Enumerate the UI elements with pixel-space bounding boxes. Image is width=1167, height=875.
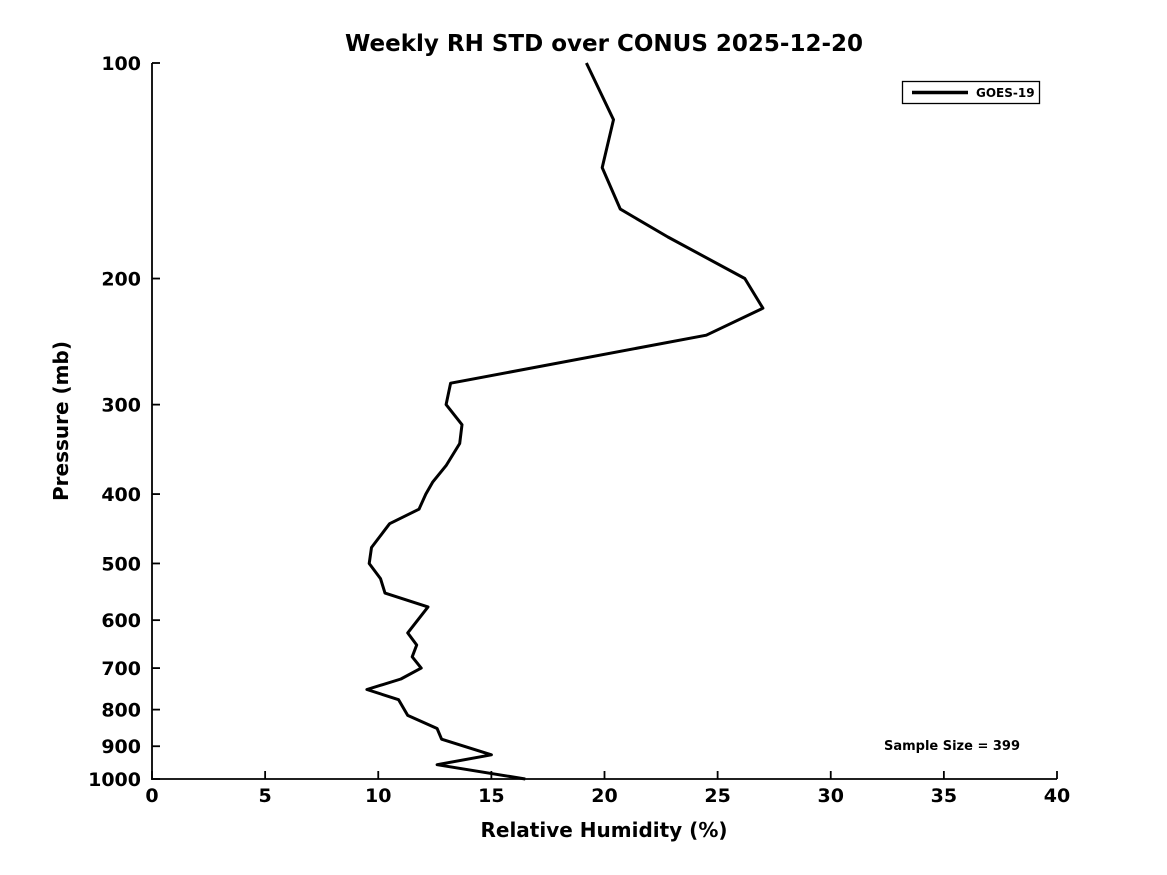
legend-entry-goes19: GOES-19 (976, 86, 1035, 100)
x-tick-label: 20 (591, 785, 617, 807)
y-tick-label: 900 (101, 736, 141, 758)
x-tick-label: 35 (931, 785, 957, 807)
x-tick-label: 5 (259, 785, 272, 807)
y-tick-label: 600 (101, 610, 141, 632)
x-tick-label: 10 (365, 785, 391, 807)
y-tick-label: 700 (101, 658, 141, 680)
y-tick-label: 200 (101, 269, 141, 291)
series-layer (365, 62, 765, 781)
x-tick-label: 0 (145, 785, 158, 807)
legend: GOES-19 (901, 80, 1041, 105)
x-tick-label: 25 (704, 785, 730, 807)
y-tick-label: 100 (101, 53, 141, 75)
y-tick-label: 300 (101, 395, 141, 417)
x-axis-label: Relative Humidity (%) (480, 818, 727, 842)
y-axis-label: Pressure (mb) (49, 341, 73, 501)
y-tick-label: 1000 (88, 769, 141, 791)
x-tick-label: 40 (1044, 785, 1070, 807)
chart-title: Weekly RH STD over CONUS 2025-12-20 (345, 31, 863, 57)
x-tick-label: 15 (478, 785, 504, 807)
y-tick-label: 500 (101, 553, 141, 575)
sample-size-annotation: Sample Size = 399 (884, 739, 1020, 754)
axes: 0 5 10 15 20 25 30 35 40 100 200 300 400 500 600 700 800… (88, 53, 1070, 807)
y-tick-label: 400 (101, 484, 141, 506)
legend-frame (901, 80, 1041, 105)
series-goes-19-line (365, 62, 765, 781)
y-tick-label: 800 (101, 700, 141, 722)
x-tick-label: 30 (818, 785, 844, 807)
